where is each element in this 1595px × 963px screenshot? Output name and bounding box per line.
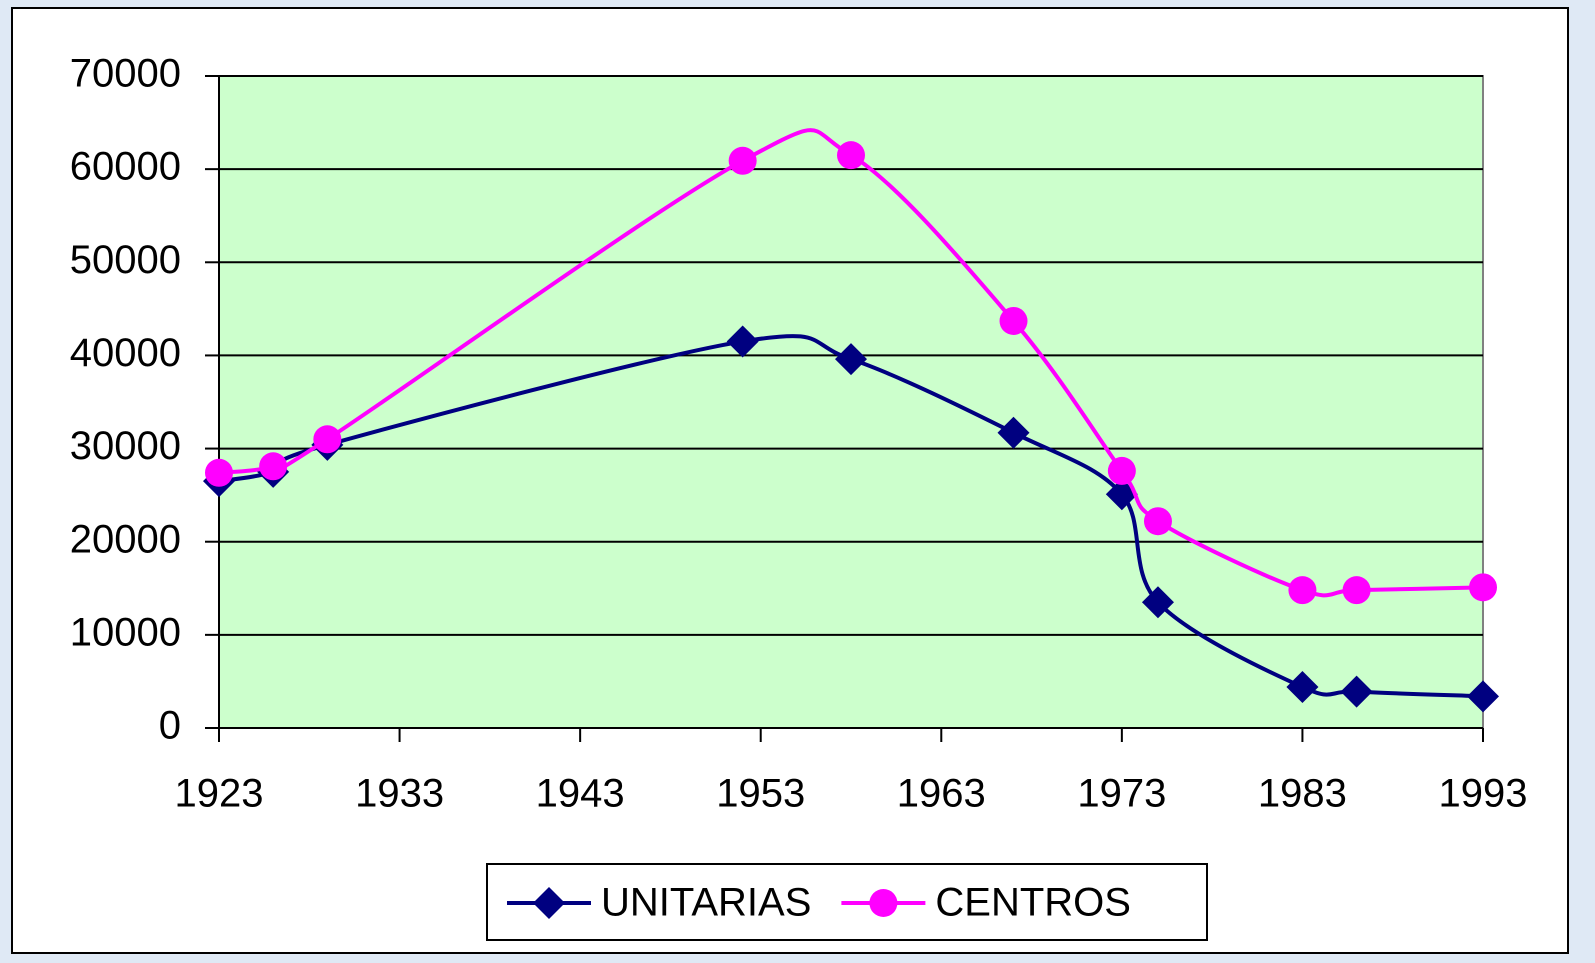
legend-label: CENTROS bbox=[935, 881, 1131, 925]
marker bbox=[533, 887, 565, 919]
x-tick-label: 1993 bbox=[1439, 772, 1528, 816]
marker bbox=[728, 146, 757, 175]
marker bbox=[869, 889, 898, 917]
x-tick-label: 1983 bbox=[1258, 772, 1347, 816]
marker bbox=[1288, 576, 1317, 605]
y-tick-label: 0 bbox=[159, 704, 181, 748]
y-tick-label: 20000 bbox=[70, 517, 181, 561]
marker bbox=[1141, 586, 1174, 619]
marker bbox=[1107, 456, 1136, 485]
marker bbox=[835, 343, 867, 376]
y-tick-label: 50000 bbox=[70, 238, 181, 282]
marker bbox=[259, 452, 288, 481]
legend-label: UNITARIAS bbox=[601, 881, 811, 925]
x-tick-label: 1933 bbox=[355, 772, 444, 816]
marker bbox=[1469, 573, 1497, 602]
marker bbox=[1342, 576, 1371, 605]
y-tick-label: 70000 bbox=[70, 52, 181, 96]
y-tick-label: 60000 bbox=[70, 145, 181, 189]
x-tick-label: 1943 bbox=[536, 772, 625, 816]
marker bbox=[313, 425, 342, 454]
y-tick-label: 10000 bbox=[70, 610, 181, 654]
marker bbox=[1286, 671, 1319, 704]
marker bbox=[726, 325, 759, 358]
y-tick-label: 40000 bbox=[70, 331, 181, 375]
plot-area bbox=[218, 75, 1484, 729]
x-tick-label: 1923 bbox=[175, 772, 264, 816]
marker bbox=[1143, 507, 1172, 536]
marker bbox=[837, 141, 865, 170]
x-tick-label: 1953 bbox=[716, 772, 805, 816]
marker bbox=[1340, 675, 1373, 708]
marker bbox=[1467, 680, 1499, 713]
x-tick-label: 1973 bbox=[1077, 772, 1166, 816]
y-tick-label: 30000 bbox=[70, 424, 181, 468]
marker bbox=[205, 458, 233, 487]
marker bbox=[999, 306, 1028, 335]
marker bbox=[997, 416, 1030, 449]
x-tick-label: 1963 bbox=[897, 772, 986, 816]
